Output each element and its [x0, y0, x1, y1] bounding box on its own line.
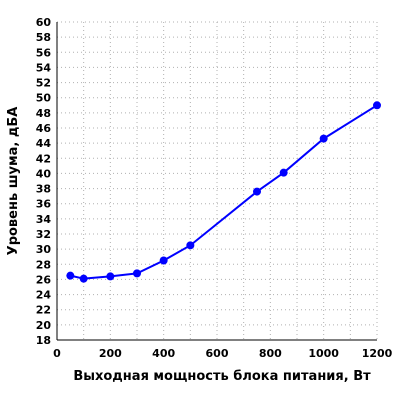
y-tick-label: 52 [36, 77, 51, 90]
y-tick-label: 30 [36, 243, 52, 256]
y-tick-label: 34 [36, 213, 52, 226]
y-tick-label: 46 [36, 122, 52, 135]
x-tick-label: 1200 [362, 347, 393, 360]
data-point [279, 168, 288, 177]
x-tick-label: 800 [259, 347, 282, 360]
axes [56, 22, 377, 341]
data-point [319, 134, 328, 143]
y-tick-label: 18 [36, 334, 51, 347]
data-point [106, 272, 115, 281]
y-tick-label: 26 [36, 273, 52, 286]
y-tick-label: 32 [36, 228, 51, 241]
data-point [373, 101, 381, 110]
y-tick-label: 22 [36, 304, 51, 317]
y-tick-label: 54 [36, 61, 52, 74]
x-tick-labels: 0 200 400 600 800 1000 1200 [53, 347, 392, 360]
y-tick-label: 60 [36, 16, 52, 29]
y-tick-labels: 18 20 22 24 26 28 30 32 34 36 38 40 42 44 46 48 50 52 54 56… [36, 16, 52, 347]
y-tick-label: 38 [36, 183, 51, 196]
series [66, 101, 381, 283]
y-tick-label: 48 [36, 107, 51, 120]
series-line [70, 104, 378, 280]
data-point [186, 241, 195, 250]
y-tick-label: 58 [36, 31, 51, 44]
x-tick-label: 400 [152, 347, 175, 360]
data-point [159, 256, 168, 265]
y-tick-label: 24 [36, 289, 52, 302]
y-tick-label: 44 [36, 137, 52, 150]
grid [57, 21, 378, 340]
x-tick-label: 200 [99, 347, 122, 360]
data-point [79, 274, 88, 283]
y-tick-label: 20 [36, 319, 52, 332]
y-tick-label: 42 [36, 152, 51, 165]
y-tick-label: 40 [36, 167, 52, 180]
y-tick-label: 50 [36, 92, 52, 105]
y-tick-label: 36 [36, 198, 52, 211]
x-tick-label: 1000 [308, 347, 339, 360]
data-point [253, 187, 261, 196]
x-tick-label: 600 [206, 347, 229, 360]
data-point [66, 271, 75, 280]
y-tick-label: 28 [36, 258, 51, 271]
y-axis-title: Уровень шума, дБА [6, 107, 21, 256]
x-axis-title: Выходная мощность блока питания, Вт [73, 369, 371, 384]
data-point [133, 269, 141, 278]
x-tick-label: 0 [53, 347, 61, 360]
y-tick-label: 56 [36, 46, 52, 59]
